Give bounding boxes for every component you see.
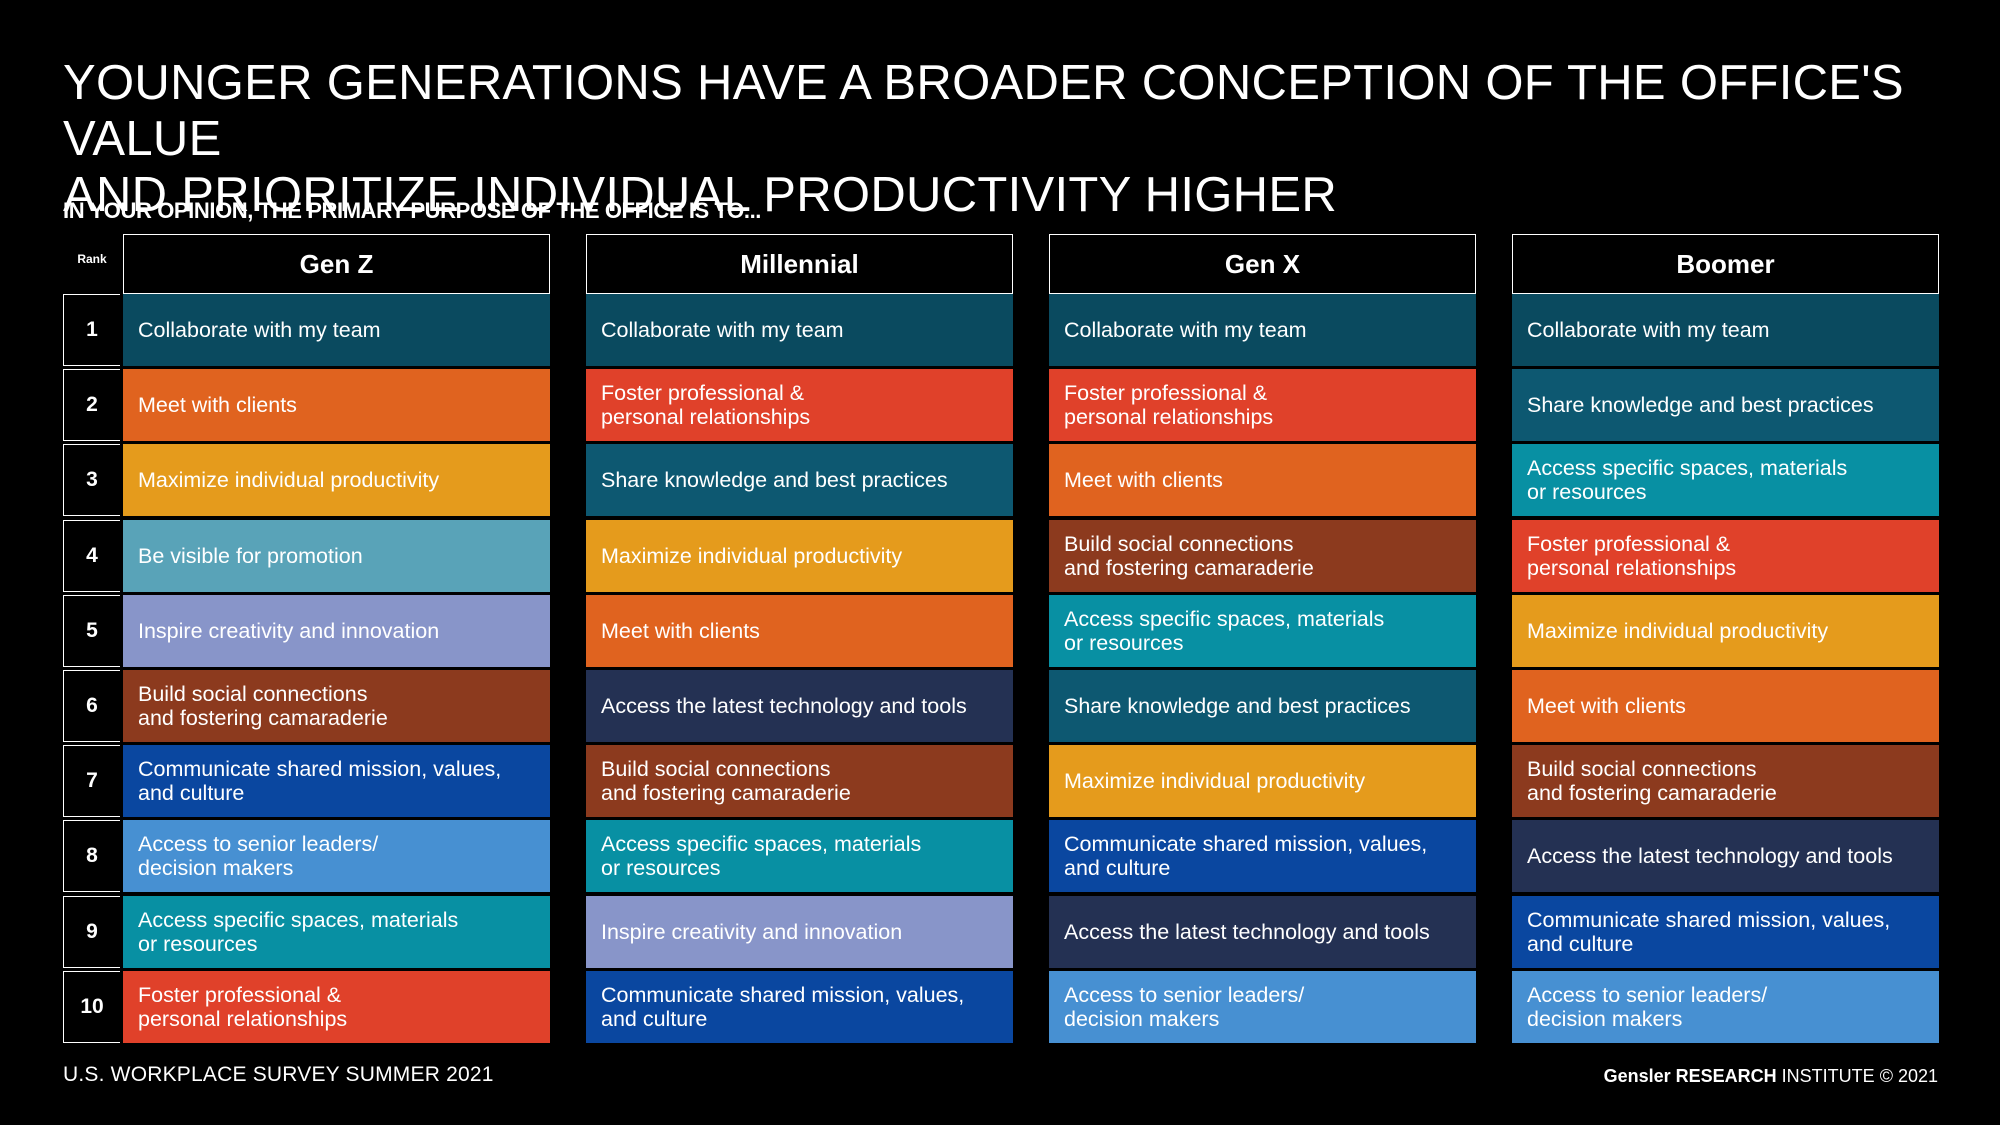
rank-item-boomer-2: Share knowledge and best practices [1512, 369, 1939, 442]
rank-item-gen-z-10: Foster professional & personal relations… [123, 970, 550, 1043]
rank-item-gen-x-9: Access the latest technology and tools [1049, 895, 1476, 968]
rank-item-millennial-5: Meet with clients [586, 594, 1013, 667]
institute-label: INSTITUTE [1781, 1066, 1875, 1086]
rank-cell-1: 1 [63, 294, 120, 366]
rank-item-millennial-7: Build social connections and fostering c… [586, 745, 1013, 818]
rank-item-gen-x-6: Share knowledge and best practices [1049, 670, 1476, 742]
survey-question: IN YOUR OPINION, THE PRIMARY PURPOSE OF … [63, 198, 762, 223]
rank-cell-3: 3 [63, 444, 120, 517]
rank-item-gen-z-1: Collaborate with my team [123, 294, 550, 366]
rank-item-boomer-8: Access the latest technology and tools [1512, 820, 1939, 893]
rank-header: Rank [77, 252, 107, 266]
rank-item-millennial-9: Inspire creativity and innovation [586, 895, 1013, 968]
rank-item-gen-z-2: Meet with clients [123, 369, 550, 442]
rank-item-millennial-2: Foster professional & personal relations… [586, 369, 1013, 442]
rank-item-boomer-5: Maximize individual productivity [1512, 594, 1939, 667]
credit-line: Gensler RESEARCH INSTITUTE © 2021 [1604, 1066, 1938, 1087]
rank-item-gen-x-3: Meet with clients [1049, 444, 1476, 517]
column-header-boomer: Boomer [1512, 234, 1939, 294]
rank-item-millennial-4: Maximize individual productivity [586, 519, 1013, 592]
rank-item-gen-x-4: Build social connections and fostering c… [1049, 519, 1476, 592]
copyright: © 2021 [1879, 1066, 1938, 1086]
rank-item-millennial-1: Collaborate with my team [586, 294, 1013, 366]
rank-item-gen-z-4: Be visible for promotion [123, 519, 550, 592]
rank-item-boomer-9: Communicate shared mission, values, and … [1512, 895, 1939, 968]
rank-item-millennial-10: Communicate shared mission, values, and … [586, 970, 1013, 1043]
rank-item-gen-x-10: Access to senior leaders/ decision maker… [1049, 970, 1476, 1043]
rank-item-gen-z-3: Maximize individual productivity [123, 444, 550, 517]
rank-item-gen-x-5: Access specific spaces, materials or res… [1049, 594, 1476, 667]
rank-item-gen-z-7: Communicate shared mission, values, and … [123, 745, 550, 818]
rank-item-gen-x-1: Collaborate with my team [1049, 294, 1476, 366]
rank-item-boomer-10: Access to senior leaders/ decision maker… [1512, 970, 1939, 1043]
column-header-gen-x: Gen X [1049, 234, 1476, 294]
rank-cell-2: 2 [63, 369, 120, 442]
rank-item-millennial-6: Access the latest technology and tools [586, 670, 1013, 742]
rank-cell-7: 7 [63, 745, 120, 818]
rank-item-gen-z-9: Access specific spaces, materials or res… [123, 895, 550, 968]
survey-source: U.S. WORKPLACE SURVEY SUMMER 2021 [63, 1063, 494, 1086]
rank-item-gen-x-7: Maximize individual productivity [1049, 745, 1476, 818]
column-header-gen-z: Gen Z [123, 234, 550, 294]
rank-item-boomer-7: Build social connections and fostering c… [1512, 745, 1939, 818]
rank-item-gen-z-8: Access to senior leaders/ decision maker… [123, 820, 550, 893]
rank-cell-10: 10 [63, 970, 120, 1043]
rank-item-gen-x-2: Foster professional & personal relations… [1049, 369, 1476, 442]
rank-item-boomer-3: Access specific spaces, materials or res… [1512, 444, 1939, 517]
rank-item-millennial-8: Access specific spaces, materials or res… [586, 820, 1013, 893]
column-header-millennial: Millennial [586, 234, 1013, 294]
rank-item-millennial-3: Share knowledge and best practices [586, 444, 1013, 517]
research-label: RESEARCH [1675, 1066, 1777, 1086]
chart-title: YOUNGER GENERATIONS HAVE A BROADER CONCE… [63, 56, 1904, 222]
rank-item-gen-z-5: Inspire creativity and innovation [123, 594, 550, 667]
rank-cell-9: 9 [63, 895, 120, 968]
rank-item-boomer-4: Foster professional & personal relations… [1512, 519, 1939, 592]
rank-item-boomer-1: Collaborate with my team [1512, 294, 1939, 366]
brand-name: Gensler [1603, 1066, 1671, 1086]
rank-item-gen-x-8: Communicate shared mission, values, and … [1049, 820, 1476, 893]
rank-cell-4: 4 [63, 519, 120, 592]
rank-item-gen-z-6: Build social connections and fostering c… [123, 670, 550, 742]
rank-item-boomer-6: Meet with clients [1512, 670, 1939, 742]
rank-cell-6: 6 [63, 670, 120, 742]
rank-cell-5: 5 [63, 594, 120, 667]
rank-cell-8: 8 [63, 820, 120, 893]
